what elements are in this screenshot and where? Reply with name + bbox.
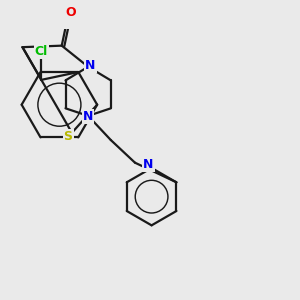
Text: N: N <box>143 158 154 171</box>
Text: O: O <box>65 6 76 19</box>
Text: N: N <box>83 110 93 123</box>
Text: S: S <box>64 130 73 143</box>
Text: N: N <box>85 59 96 72</box>
Text: Cl: Cl <box>35 45 48 58</box>
